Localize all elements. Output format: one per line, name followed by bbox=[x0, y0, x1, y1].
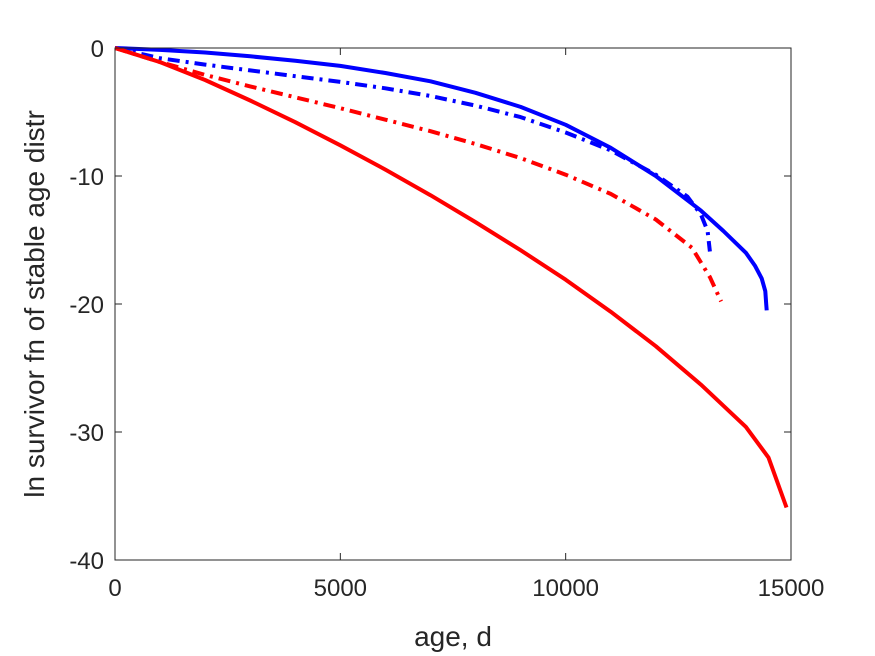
x-tick-label-3: 15000 bbox=[758, 575, 825, 602]
series-line-2 bbox=[114, 46, 712, 252]
x-tick-label-0: 0 bbox=[108, 575, 121, 602]
series-line-3 bbox=[114, 46, 723, 303]
y-tick-label-0: 0 bbox=[91, 36, 104, 63]
plot-background bbox=[115, 48, 791, 560]
y-tick-label-2: -20 bbox=[69, 292, 104, 319]
x-tick-label-2: 10000 bbox=[532, 575, 599, 602]
x-tick-label-1: 5000 bbox=[314, 575, 367, 602]
x-axis-label: age, d bbox=[414, 621, 492, 652]
plot-area bbox=[115, 48, 791, 560]
y-axis-label: ln survivor fn of stable age distr bbox=[19, 110, 50, 498]
y-tick-label-3: -30 bbox=[69, 420, 104, 447]
axes-layer: 0 5000 10000 15000 0 -10 -20 -30 -40 bbox=[69, 36, 824, 602]
series-line-1 bbox=[114, 46, 769, 311]
series-layer bbox=[114, 46, 789, 509]
y-tick-label-1: -10 bbox=[69, 164, 104, 191]
y-tick-label-4: -40 bbox=[69, 548, 104, 575]
series-line-4 bbox=[114, 46, 789, 509]
